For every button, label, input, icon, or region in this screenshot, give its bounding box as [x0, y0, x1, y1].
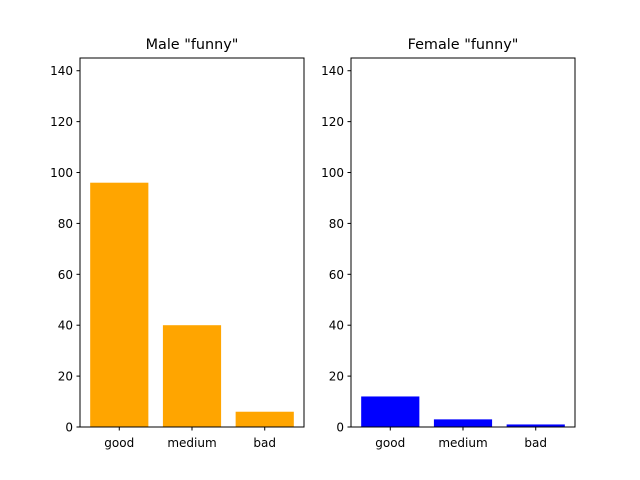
male-y-tick-label: 20: [58, 370, 73, 384]
female-y-tick-label: 100: [321, 166, 344, 180]
female-y-tick-label: 80: [329, 217, 344, 231]
female-y-axis: 0 20 40 60 80 100 120 140: [321, 64, 351, 435]
female-y-tick-label: 20: [329, 370, 344, 384]
female-funny-panel: Female "funny" 0 20 40 60 80 100 120 140 good me…: [321, 37, 576, 450]
male-axes-frame: [79, 57, 305, 428]
male-y-tick-label: 60: [58, 268, 73, 282]
female-y-tick-label: 140: [321, 64, 344, 78]
male-y-tick-label: 0: [65, 421, 73, 435]
male-x-axis: good medium bad: [104, 427, 276, 450]
male-y-tick-label: 40: [58, 319, 73, 333]
female-y-tick-label: 60: [329, 268, 344, 282]
female-x-axis: good medium bad: [375, 427, 547, 450]
female-axes-frame: [350, 57, 576, 428]
male-bar-good: [90, 182, 149, 427]
male-bar-bad: [235, 411, 294, 427]
female-bar-bad: [506, 424, 565, 427]
male-y-tick-label: 140: [50, 64, 73, 78]
male-x-tick-label-bad: bad: [253, 436, 276, 450]
male-funny-panel: Male "funny" 0 20 40 60 80 100 120 140 good medi…: [50, 37, 305, 450]
female-x-tick-label-bad: bad: [524, 436, 547, 450]
female-bars: [361, 396, 565, 427]
male-x-tick-label-medium: medium: [167, 436, 216, 450]
female-bar-good: [361, 396, 420, 427]
male-bar-medium: [162, 325, 222, 427]
female-bar-medium: [433, 419, 493, 427]
female-y-tick-label: 40: [329, 319, 344, 333]
female-chart-title: Female "funny": [408, 37, 519, 53]
male-y-tick-label: 100: [50, 166, 73, 180]
male-y-tick-label: 120: [50, 115, 73, 129]
female-x-tick-label-medium: medium: [438, 436, 487, 450]
male-bars: [90, 182, 294, 427]
female-x-tick-label-good: good: [375, 436, 405, 450]
male-y-tick-label: 80: [58, 217, 73, 231]
male-y-axis: 0 20 40 60 80 100 120 140: [50, 64, 80, 435]
male-x-tick-label-good: good: [104, 436, 134, 450]
female-y-tick-label: 0: [336, 421, 344, 435]
female-y-tick-label: 120: [321, 115, 344, 129]
male-chart-title: Male "funny": [146, 37, 239, 53]
